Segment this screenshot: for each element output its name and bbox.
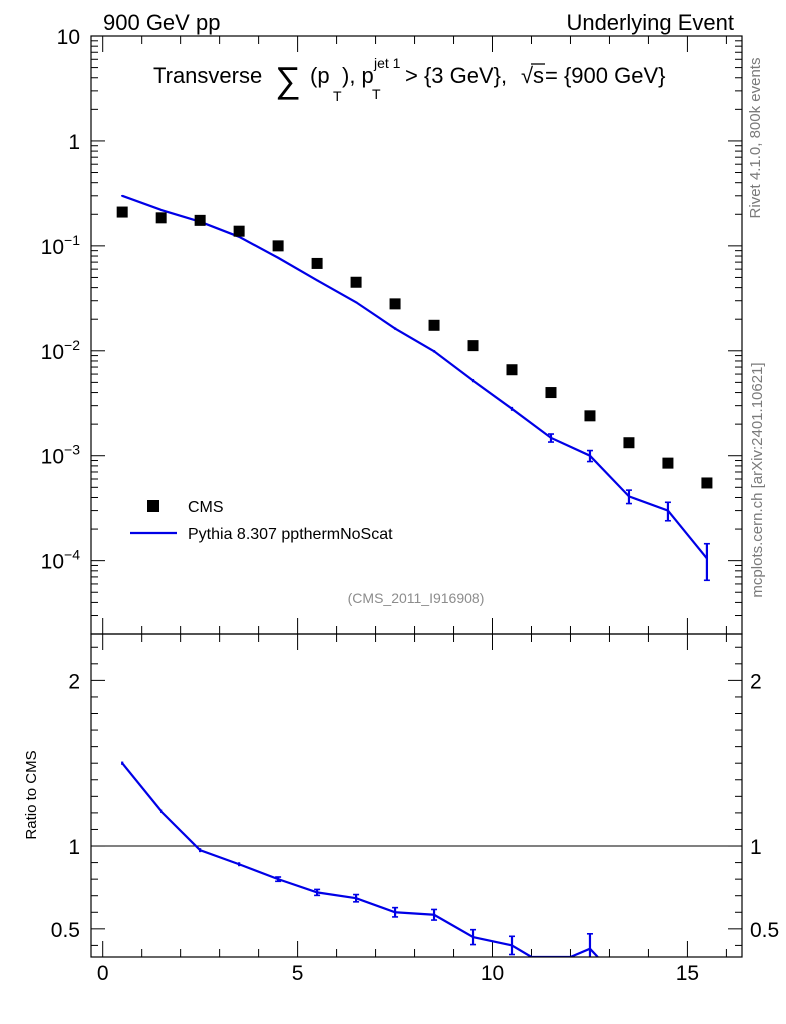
main-y-tick-label: 10−1 <box>41 232 81 259</box>
title-text-1: Transverse <box>153 63 262 88</box>
x-tick-label: 5 <box>292 962 304 985</box>
data-point <box>194 214 206 226</box>
main-y-tick-label: 10−2 <box>41 337 81 364</box>
legend-mc-label: Pythia 8.307 ppthermNoScat <box>188 526 393 543</box>
title-p: (p <box>310 63 330 88</box>
x-tick-label: 15 <box>676 962 699 985</box>
header-left-label: 900 GeV pp <box>103 10 220 35</box>
title-sum-symbol: ∑ <box>275 59 301 100</box>
ratio-axis-ticks <box>91 634 742 957</box>
data-point <box>467 340 479 352</box>
title-superscript-jet: jet 1 <box>373 55 401 71</box>
main-frame <box>90 35 743 635</box>
main-axis-ticks <box>91 35 742 635</box>
ratio-y-tick-label-right: 2 <box>750 670 762 693</box>
title-condition: > {3 GeV}, <box>405 63 507 88</box>
ratio-mc-line <box>121 762 599 957</box>
data-point <box>662 457 674 469</box>
plot-title: Transverse ∑ (p T ), p jet 1 T > {3 GeV}… <box>153 55 666 104</box>
ratio-panel: 0.5 0.5 1 1 2 2 0 5 10 15 Ratio to CMS <box>23 633 779 985</box>
mc-line <box>121 194 708 560</box>
ratio-y-tick-labels: 0.5 0.5 1 1 2 2 <box>51 670 779 941</box>
data-point <box>155 212 167 224</box>
title-s: s <box>533 63 544 88</box>
main-y-tick-label: 1 <box>68 131 80 154</box>
header-right-label: Underlying Event <box>566 10 734 35</box>
data-point <box>506 364 518 376</box>
main-y-tick-label: 10−4 <box>41 547 81 574</box>
main-panel: 10 1 10−1 10−2 10−3 10−4 <box>41 26 743 635</box>
title-close: ), p <box>342 63 374 88</box>
ratio-y-axis-label: Ratio to CMS <box>23 750 40 839</box>
ratio-y-tick-label-left: 1 <box>68 836 80 859</box>
data-point <box>311 257 323 269</box>
main-y-tick-label: 10−3 <box>41 442 81 469</box>
legend-data-marker <box>147 500 159 512</box>
main-y-tick-labels: 10 1 10−1 10−2 10−3 10−4 <box>41 26 81 574</box>
main-y-tick-label: 10 <box>57 26 80 49</box>
ratio-y-tick-label-left: 2 <box>68 670 80 693</box>
title-subscript-t: T <box>333 88 342 104</box>
data-point <box>233 225 245 237</box>
x-tick-label: 0 <box>97 962 109 985</box>
x-tick-label: 10 <box>481 962 504 985</box>
data-point <box>116 206 128 218</box>
data-point <box>584 410 596 422</box>
ratio-frame <box>90 633 743 958</box>
title-energy: = {900 GeV} <box>545 63 666 88</box>
analysis-id-label: (CMS_2011_I916908) <box>348 590 485 606</box>
data-point <box>350 276 362 288</box>
data-point <box>428 319 440 331</box>
title-subscript-t2: T <box>372 86 381 102</box>
data-point <box>701 477 713 489</box>
title-sqrt-symbol: √ <box>521 63 534 88</box>
ratio-y-tick-label-left: 0.5 <box>51 919 80 942</box>
data-point <box>272 240 284 252</box>
mcplots-label: mcplots.cern.ch [arXiv:2401.10621] <box>749 362 766 597</box>
legend-data-label: CMS <box>188 499 224 516</box>
legend: CMS Pythia 8.307 ppthermNoScat <box>130 499 393 543</box>
ratio-y-tick-label-right: 1 <box>750 836 762 859</box>
data-point <box>389 298 401 310</box>
x-tick-labels: 0 5 10 15 <box>97 962 699 985</box>
data-point <box>623 437 635 449</box>
ratio-mc-series <box>121 761 599 957</box>
rivet-label: Rivet 4.1.0, 800k events <box>747 58 764 219</box>
data-point <box>545 387 557 399</box>
mc-series <box>121 194 710 582</box>
ratio-y-tick-label-right: 0.5 <box>750 919 779 942</box>
data-series <box>116 206 713 489</box>
